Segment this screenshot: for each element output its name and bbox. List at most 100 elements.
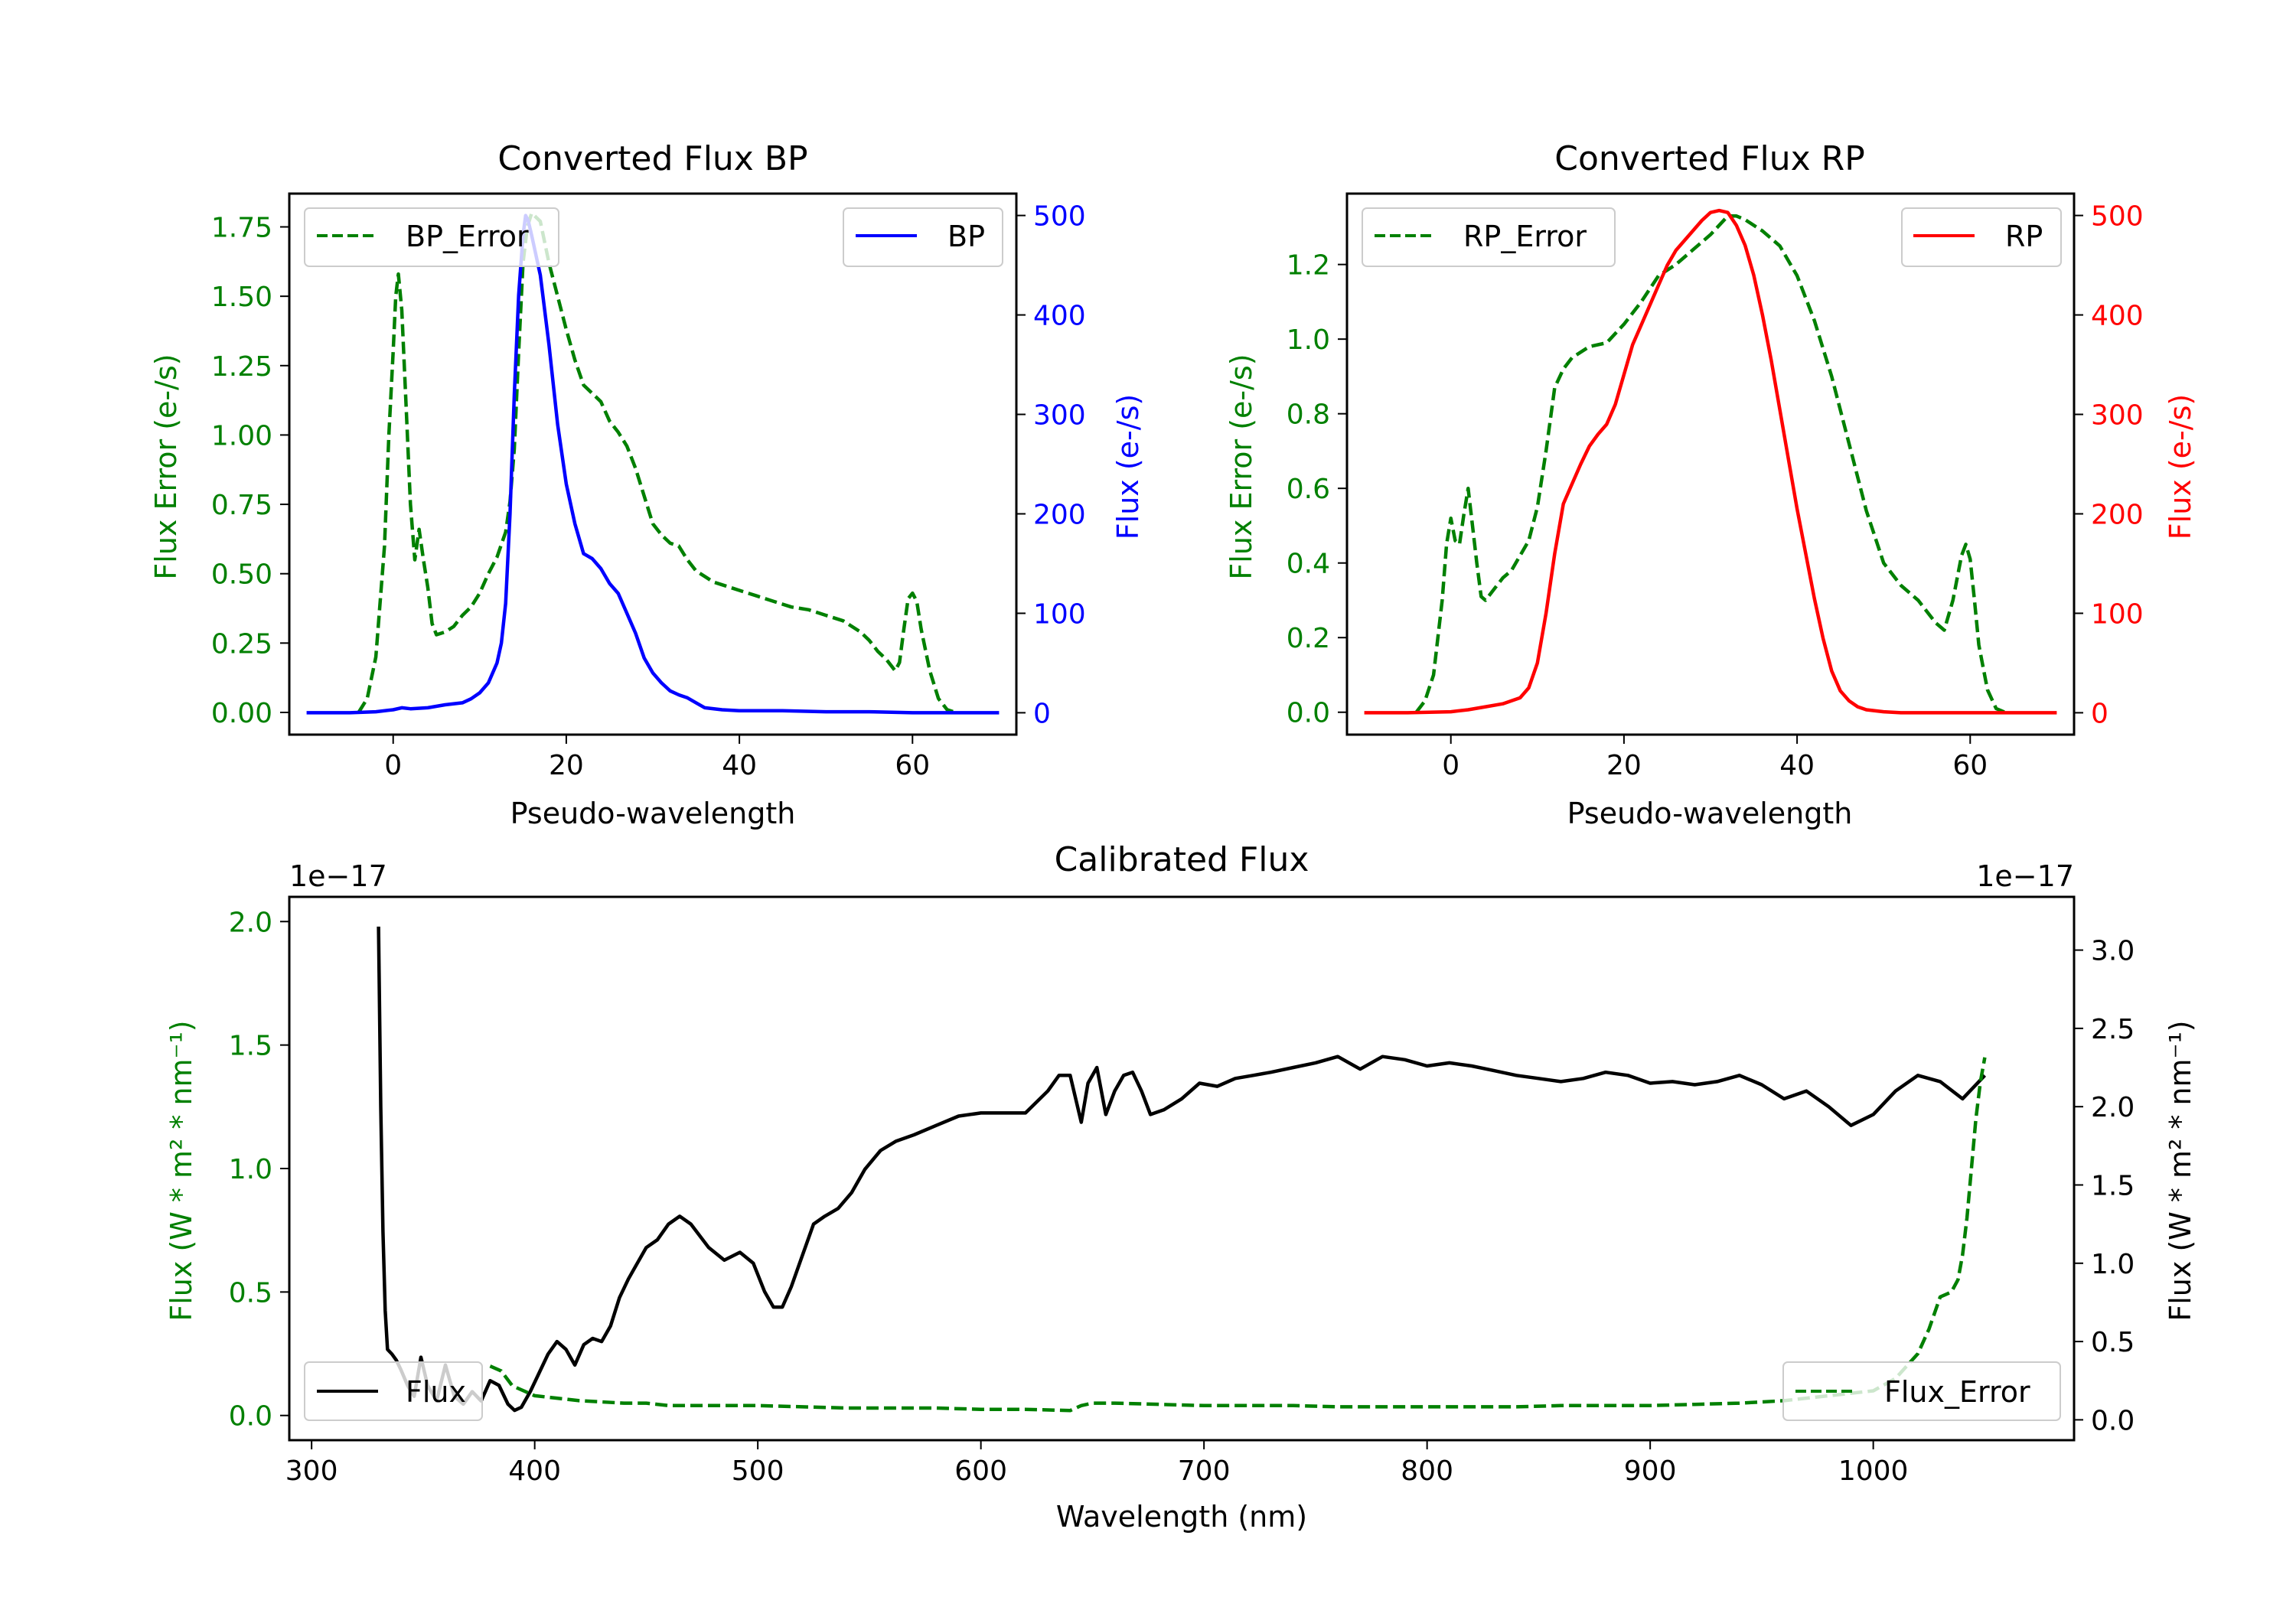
rp-chart: Converted Flux RP Pseudo-wavelength Flux… bbox=[1225, 139, 2197, 830]
cal-x-tick-label: 700 bbox=[1178, 1455, 1231, 1487]
cal-right-y-tick-label: 2.5 bbox=[2091, 1014, 2135, 1045]
rp-series-rp bbox=[1364, 208, 2057, 715]
rp-left-y-axis-label: Flux Error (e-/s) bbox=[1225, 354, 1258, 579]
rp-legend-flux: RP bbox=[1901, 207, 2062, 267]
bp-left-y-axis-label: Flux Error (e-/s) bbox=[149, 354, 183, 579]
rp-x-axis-label: Pseudo-wavelength bbox=[1567, 797, 1853, 830]
rp-left-y-tick-label: 0.2 bbox=[1287, 623, 1330, 654]
bp-chart: Converted Flux BP Pseudo-wavelength Flux… bbox=[149, 139, 1145, 830]
bp-x-tick-label: 60 bbox=[895, 750, 930, 781]
cal-left-y-tick-label: 1.0 bbox=[229, 1154, 272, 1185]
bp-legend-flux-label: BP bbox=[947, 220, 985, 253]
cal-legend-flux-label: Flux bbox=[406, 1375, 466, 1409]
cal-x-tick-label: 600 bbox=[954, 1455, 1007, 1487]
cal-right-offset-label: 1e−17 bbox=[1976, 859, 2074, 893]
bp-left-y-tick-label: 0.75 bbox=[211, 490, 272, 521]
bp-series-bp-error bbox=[357, 211, 957, 715]
bp-x-tick-label: 0 bbox=[384, 750, 402, 781]
bp-left-y-tick-label: 1.75 bbox=[211, 213, 272, 244]
cal-legend-error: Flux_Error bbox=[1782, 1361, 2061, 1421]
rp-left-y-tick-label: 0.4 bbox=[1287, 549, 1330, 580]
bp-x-tick-label: 20 bbox=[549, 750, 584, 781]
bp-right-y-tick-label: 400 bbox=[1033, 301, 1086, 332]
cal-x-tick-label: 1000 bbox=[1838, 1455, 1909, 1487]
rp-x-tick-label: 60 bbox=[1952, 750, 1988, 781]
bp-left-y-tick-label: 1.00 bbox=[211, 420, 272, 451]
rp-legend-flux-box bbox=[1901, 207, 2062, 267]
rp-left-y-tick-label: 1.0 bbox=[1287, 324, 1330, 356]
bp-series-layer bbox=[306, 211, 1000, 715]
cal-x-tick-label: 400 bbox=[508, 1455, 561, 1487]
cal-right-y-tick-label: 1.0 bbox=[2091, 1249, 2135, 1280]
cal-series-flux bbox=[377, 926, 1987, 1413]
rp-right-y-tick-label: 100 bbox=[2091, 598, 2144, 630]
cal-plot-frame bbox=[288, 895, 2076, 1442]
bp-x-tick-label: 40 bbox=[722, 750, 757, 781]
rp-left-y-tick-label: 0.8 bbox=[1287, 399, 1330, 431]
bp-legend-error-label: BP_Error bbox=[406, 220, 529, 253]
rp-right-y-tick-label: 300 bbox=[2091, 400, 2144, 432]
rp-right-y-tick-label: 0 bbox=[2091, 698, 2108, 729]
rp-series-rp-error bbox=[1414, 214, 2006, 714]
bp-left-y-tick-label: 0.50 bbox=[211, 559, 272, 591]
rp-legend-error-label: RP_Error bbox=[1463, 220, 1587, 253]
rp-x-tick-label: 40 bbox=[1779, 750, 1815, 781]
cal-right-y-tick-label: 1.5 bbox=[2091, 1170, 2135, 1201]
cal-x-tick-label: 900 bbox=[1624, 1455, 1677, 1487]
rp-left-y-tick-label: 1.2 bbox=[1287, 250, 1330, 282]
rp-right-y-tick-label: 400 bbox=[2091, 301, 2144, 332]
cal-x-tick-label: 800 bbox=[1401, 1455, 1453, 1487]
cal-legend-flux: Flux bbox=[304, 1361, 483, 1421]
bp-right-y-axis-label: Flux (e-/s) bbox=[1111, 394, 1145, 539]
bp-right-y-tick-label: 0 bbox=[1033, 698, 1051, 729]
bp-right-y-tick-label: 200 bbox=[1033, 499, 1086, 530]
bp-x-axis-label: Pseudo-wavelength bbox=[510, 797, 796, 830]
cal-x-axis-label: Wavelength (nm) bbox=[1056, 1500, 1307, 1534]
rp-series-layer bbox=[1364, 208, 2057, 715]
cal-left-y-tick-label: 1.5 bbox=[229, 1031, 272, 1062]
cal-right-y-tick-label: 3.0 bbox=[2091, 936, 2135, 967]
cal-left-y-tick-label: 0.5 bbox=[229, 1277, 272, 1309]
cal-series-flux-error bbox=[489, 1057, 1987, 1413]
cal-left-y-tick-label: 0.0 bbox=[229, 1401, 272, 1433]
cal-legend-error-label: Flux_Error bbox=[1884, 1375, 2030, 1409]
cal-legend-error-box bbox=[1782, 1361, 2061, 1421]
bp-chart-title: Converted Flux BP bbox=[497, 139, 807, 178]
cal-left-y-axis-label: Flux (W * m² * nm⁻¹) bbox=[165, 1020, 198, 1321]
cal-right-y-axis-label: Flux (W * m² * nm⁻¹) bbox=[2164, 1020, 2197, 1321]
bp-series-bp bbox=[306, 214, 1000, 715]
bp-legend-error: BP_Error bbox=[304, 207, 559, 267]
rp-left-y-tick-label: 0.0 bbox=[1287, 698, 1330, 729]
bp-right-y-tick-label: 100 bbox=[1033, 598, 1086, 630]
bp-left-y-tick-label: 0.00 bbox=[211, 698, 272, 729]
bp-left-y-tick-label: 1.50 bbox=[211, 282, 272, 313]
cal-x-tick-label: 500 bbox=[732, 1455, 784, 1487]
rp-right-y-tick-label: 200 bbox=[2091, 499, 2144, 530]
bp-plot-frame bbox=[288, 192, 1018, 736]
rp-left-y-tick-label: 0.6 bbox=[1287, 474, 1330, 505]
rp-right-y-tick-label: 500 bbox=[2091, 201, 2144, 233]
bp-left-y-tick-label: 1.25 bbox=[211, 351, 272, 383]
cal-chart-title: Calibrated Flux bbox=[1055, 840, 1309, 879]
cal-series-layer bbox=[377, 926, 1987, 1413]
rp-right-y-axis-label: Flux (e-/s) bbox=[2164, 394, 2197, 539]
cal-tick-group: 300 400 500 600 700 800 900 1000 0.0 0.5 1.0 1.5 2.0… bbox=[229, 907, 2135, 1487]
cal-x-tick-label: 300 bbox=[285, 1455, 338, 1487]
bp-legend-flux-box bbox=[843, 207, 1003, 267]
cal-left-offset-label: 1e−17 bbox=[289, 859, 387, 893]
bp-left-y-tick-label: 0.25 bbox=[211, 628, 272, 660]
rp-x-tick-label: 20 bbox=[1606, 750, 1642, 781]
bp-legend-flux: BP bbox=[843, 207, 1003, 267]
rp-legend-error-box bbox=[1362, 207, 1616, 267]
cal-left-y-tick-label: 2.0 bbox=[229, 907, 272, 938]
rp-chart-title: Converted Flux RP bbox=[1554, 139, 1865, 178]
rp-x-tick-label: 0 bbox=[1442, 750, 1459, 781]
bp-right-y-tick-label: 300 bbox=[1033, 400, 1086, 432]
bp-right-y-tick-label: 500 bbox=[1033, 201, 1086, 233]
bp-tick-group: 0 20 40 60 0.00 0.25 0.50 0.75 1.00 1.25 1.50 1.75 0… bbox=[211, 201, 1086, 781]
cal-right-y-tick-label: 2.0 bbox=[2091, 1092, 2135, 1123]
rp-legend-flux-label: RP bbox=[2005, 220, 2043, 253]
cal-right-y-tick-label: 0.0 bbox=[2091, 1405, 2135, 1436]
